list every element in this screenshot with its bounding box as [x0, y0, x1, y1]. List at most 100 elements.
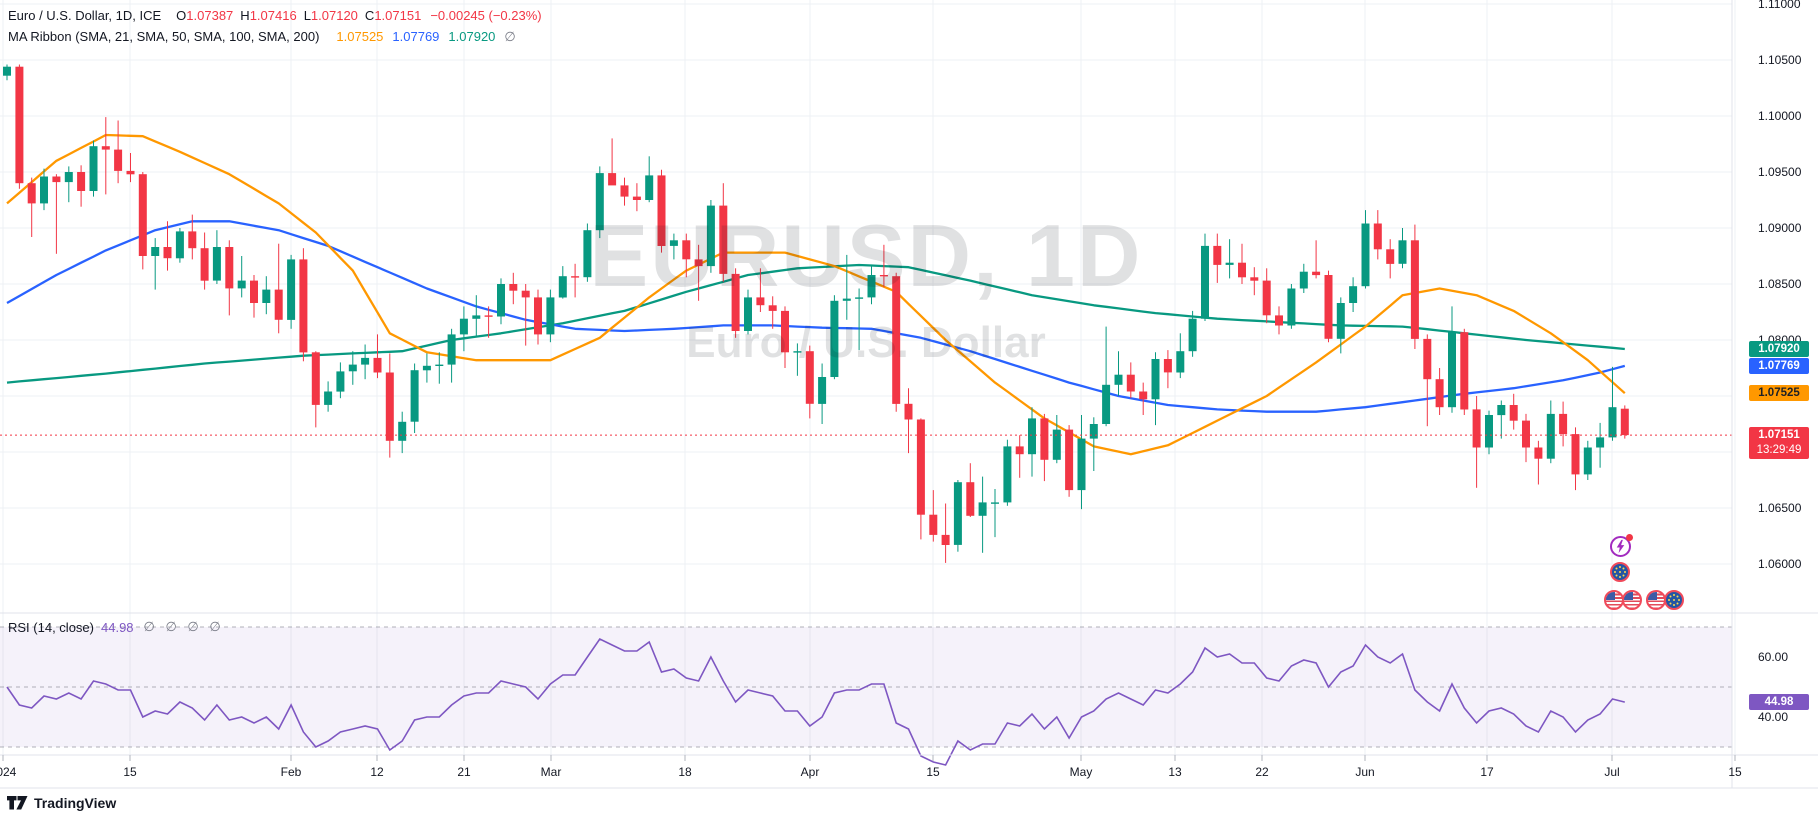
candle-body — [484, 315, 493, 317]
candle-body — [953, 482, 962, 545]
candle-body — [534, 297, 542, 335]
sma-50-line[interactable] — [6, 220, 1626, 413]
time-axis-label: 12 — [370, 765, 384, 779]
candle-body — [1497, 405, 1506, 416]
eu-flag-event-icon[interactable] — [1664, 590, 1684, 610]
candle-body — [1349, 286, 1358, 303]
candle-body — [385, 372, 394, 441]
flash-event-icon[interactable] — [1610, 534, 1633, 557]
candle-body — [15, 66, 24, 184]
candle-body — [966, 482, 975, 516]
rsi-line[interactable] — [6, 637, 1625, 766]
tradingview-logo-text: TradingView — [34, 795, 117, 811]
candle-body — [1608, 407, 1617, 438]
ma-ribbon — [6, 133, 1626, 456]
time-axis-label: Jun — [1355, 765, 1375, 779]
candle-body — [1028, 418, 1036, 455]
candle-body — [1361, 223, 1370, 287]
ohlc-value: 1.07387 — [186, 8, 234, 23]
candle-body — [373, 357, 382, 373]
candle-body — [768, 305, 777, 311]
time-axis-label: May — [1069, 765, 1093, 779]
symbol-title[interactable]: Euro / U.S. Dollar, 1D, ICE — [8, 8, 162, 23]
candle-body — [879, 275, 888, 277]
candle-body — [1546, 413, 1555, 459]
time-axis-label: 15 — [1728, 765, 1742, 779]
ohlc-value: 1.07416 — [249, 8, 297, 23]
candle-body — [1163, 359, 1172, 373]
candle-body — [200, 248, 209, 281]
candle-body — [1126, 374, 1135, 392]
rsi-axis-label: 60.00 — [1758, 650, 1789, 664]
candle-body — [114, 149, 123, 171]
candle-body — [509, 284, 518, 291]
symbol-legend-row[interactable]: Euro / U.S. Dollar, 1D, ICE O1.07387 H1.0… — [8, 5, 542, 26]
eu-flag-event-icon[interactable] — [1610, 562, 1630, 582]
candle-body — [1448, 332, 1456, 408]
eu-stars-icon — [1619, 571, 1621, 573]
candle-body — [818, 377, 827, 404]
candle-body — [1065, 429, 1074, 491]
candle-body — [348, 364, 357, 372]
candle-body — [583, 230, 592, 278]
lightning-icon — [1616, 539, 1625, 554]
ohlc-key: C — [364, 8, 375, 23]
candle-body — [558, 276, 567, 298]
time-axis-label: 2024 — [0, 765, 17, 779]
candle-body — [1336, 303, 1345, 339]
rsi-title[interactable]: RSI (14, close) — [8, 619, 94, 635]
candle-body — [1620, 408, 1629, 436]
candle-body — [225, 247, 234, 289]
ma-value: ∅ — [504, 28, 516, 44]
rsi-axis-label: 40.00 — [1758, 710, 1789, 724]
candle-body — [274, 289, 283, 320]
candle-body — [1213, 245, 1222, 265]
us-flag-event-icon[interactable] — [1604, 590, 1624, 610]
sma-21-line[interactable] — [6, 133, 1626, 456]
us-flag-event-icon[interactable] — [1646, 590, 1666, 610]
candlestick-series[interactable] — [3, 64, 1629, 563]
price-axis[interactable]: 1.11000 1.10500 1.10000 1.09500 1.09000 1.085… — [1732, 0, 1818, 788]
candle-body — [694, 259, 703, 267]
sma-100-line[interactable] — [6, 263, 1625, 384]
candle-body — [212, 247, 221, 281]
candle-body — [744, 297, 752, 331]
candle-body — [571, 276, 580, 278]
us-flag-event-icon[interactable] — [1622, 590, 1642, 610]
candle-body — [855, 297, 864, 299]
candle-body — [916, 419, 925, 515]
ma-price-badge: 1.07920 — [1749, 341, 1809, 357]
bar-close-countdown: 13:29:49 — [1756, 444, 1802, 456]
candle-body — [336, 371, 345, 392]
candle-body — [1596, 437, 1605, 448]
time-axis-label: 15 — [926, 765, 940, 779]
price-axis-label: 1.08500 — [1758, 277, 1802, 291]
candle-body — [546, 297, 555, 335]
candle-body — [1509, 405, 1518, 421]
rsi-value-badge: 44.98 — [1749, 694, 1809, 710]
candle-body — [1287, 288, 1296, 326]
ma-price-badge: 1.07525 — [1749, 385, 1809, 401]
ma-ribbon-legend-row[interactable]: MA Ribbon (SMA, 21, SMA, 50, SMA, 100, S… — [8, 26, 542, 47]
price-axis-label: 1.10000 — [1758, 109, 1802, 123]
change-value: −0.00245 (−0.23%) — [430, 8, 542, 23]
tradingview-logo[interactable]: TradingView — [7, 795, 116, 811]
candle-body — [632, 196, 641, 200]
time-axis-label: 15 — [123, 765, 137, 779]
candle-body — [1559, 413, 1568, 435]
candle-body — [830, 300, 839, 377]
candle-body — [1225, 262, 1234, 265]
candle-body — [1052, 429, 1061, 460]
last-price-value: 1.07151 — [1758, 429, 1800, 441]
rsi-legend-row[interactable]: RSI (14, close) 44.98 ∅ ∅ ∅ ∅ — [8, 619, 221, 635]
candle-body — [1114, 374, 1123, 385]
candle-body — [1238, 262, 1246, 278]
time-axis[interactable]: 2024 15 Feb 12 21 Mar 18 Apr 15 May 13 22 Jun 17 Jul 15 — [0, 755, 1818, 788]
candle-body — [1410, 240, 1419, 339]
ma-ribbon-title[interactable]: MA Ribbon (SMA, 21, SMA, 50, SMA, 100, S… — [8, 29, 320, 44]
ohlc-value: 1.07151 — [374, 8, 422, 23]
ohlc-value: 1.07120 — [310, 8, 358, 23]
candle-body — [669, 240, 678, 246]
